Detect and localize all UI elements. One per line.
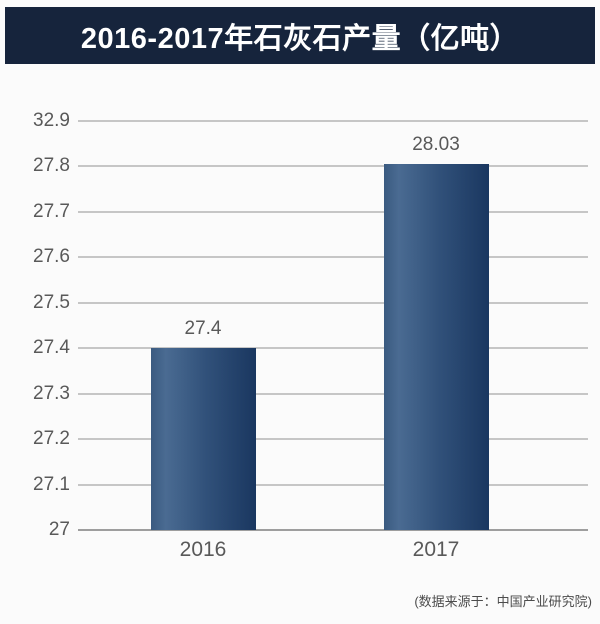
h-gridline (78, 301, 588, 304)
x-axis-category-label: 2017 (412, 538, 460, 561)
bar-value-label: 28.03 (412, 134, 460, 155)
chart-title-banner: 2016-2017年石灰石产量（亿吨） (5, 7, 595, 64)
h-gridline (78, 392, 588, 395)
bar-2017 (383, 164, 489, 530)
h-gridline (78, 120, 588, 122)
y-axis-tick-label: 27 (48, 519, 70, 540)
x-axis-line (78, 529, 588, 531)
y-axis-tick-label: 27.7 (33, 200, 70, 222)
y-axis-tick-label: 27.3 (33, 382, 70, 404)
y-axis-tick-label: 27.8 (33, 155, 70, 177)
h-gridline (78, 438, 588, 441)
y-axis-tick-label: 27.4 (33, 337, 70, 359)
y-axis-tick-label: 27.2 (33, 428, 70, 450)
x-axis-category-label: 2016 (179, 538, 227, 561)
bar-2016 (150, 348, 256, 530)
y-axis-tick-label: 27.1 (33, 473, 70, 495)
h-gridline (78, 483, 588, 486)
h-gridline (78, 347, 588, 350)
h-gridline (78, 165, 588, 168)
data-source-note: (数据来源于：中国产业研究院) (414, 594, 592, 609)
h-gridline (78, 210, 588, 213)
y-axis-tick-label: 27.6 (33, 246, 70, 268)
h-gridline (78, 256, 588, 259)
y-axis-tick-label: 27.5 (33, 291, 70, 313)
y-axis-tick-label: 32.9 (33, 110, 70, 131)
bar-value-label: 27.4 (184, 318, 222, 339)
